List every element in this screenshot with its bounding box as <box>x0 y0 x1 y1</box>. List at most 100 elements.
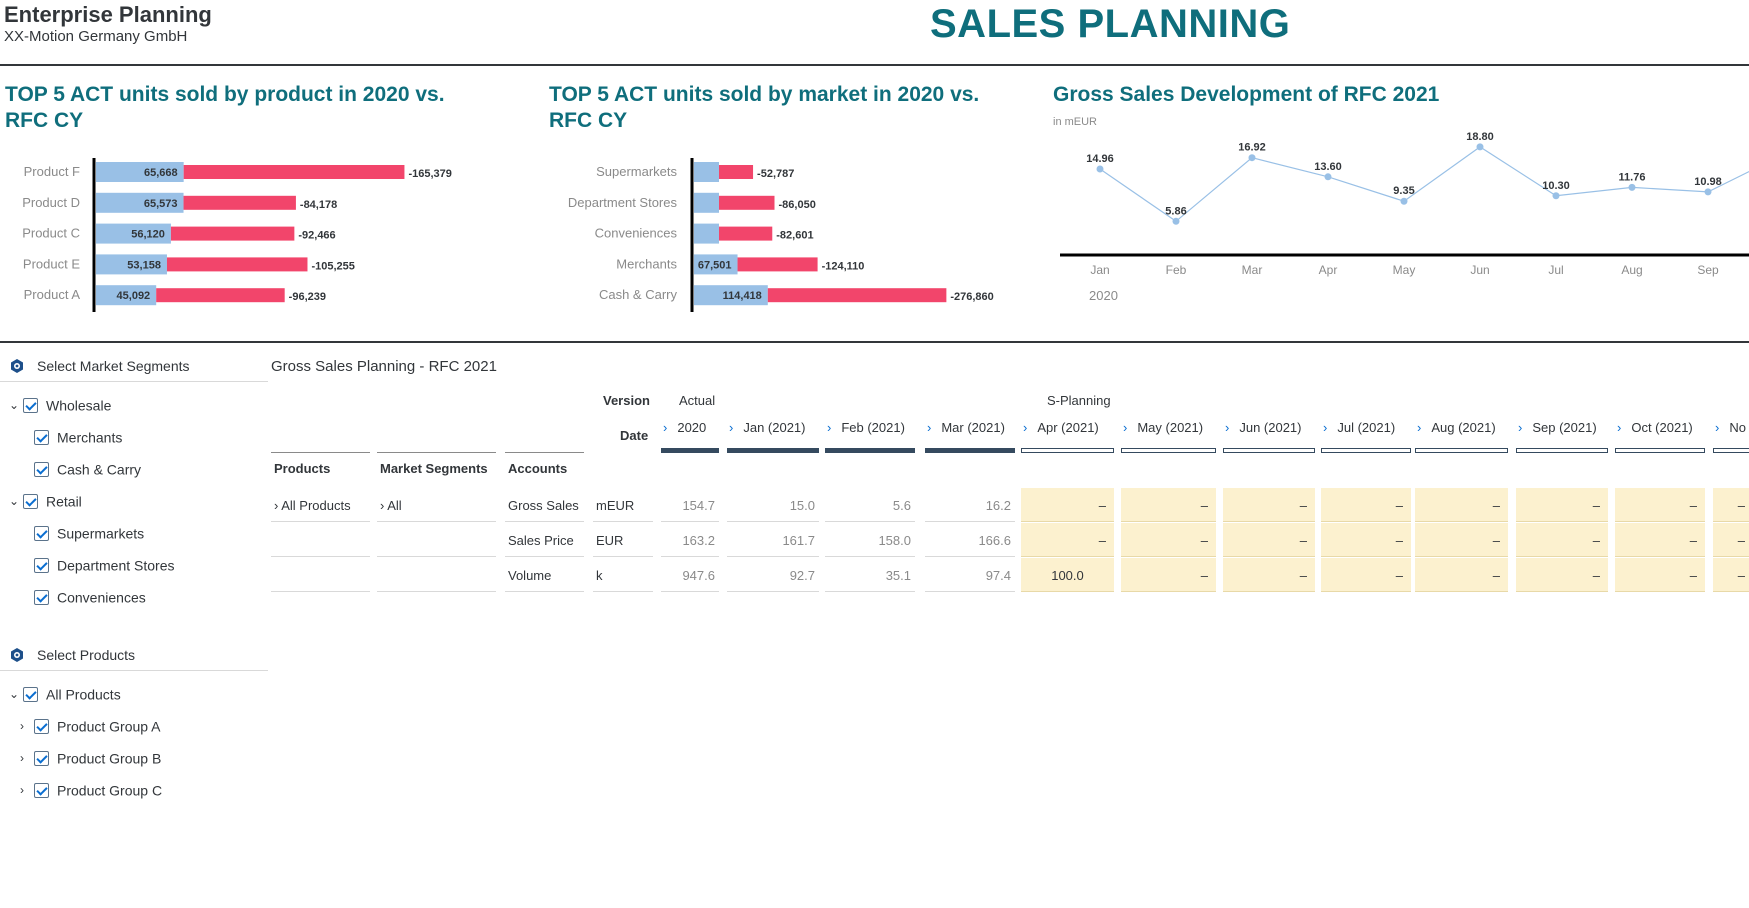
plan-input-cell[interactable]: 100.0 <box>1021 558 1114 592</box>
chevron-right-icon[interactable]: › <box>663 420 668 435</box>
tree-item[interactable]: Merchants <box>20 428 122 450</box>
plan-input-cell[interactable]: – <box>1713 488 1749 522</box>
dimension-header[interactable]: Market Segments <box>377 452 496 486</box>
checkbox[interactable] <box>34 782 49 798</box>
actual-value-cell: 163.2 <box>661 523 719 557</box>
date-column-header[interactable]: › Mar (2021) <box>927 420 1005 454</box>
tree-item[interactable]: › Product Group A <box>20 717 161 739</box>
plan-input-cell[interactable]: – <box>1516 523 1608 557</box>
plan-input-cell[interactable]: – <box>1021 488 1114 522</box>
checkbox[interactable] <box>34 525 49 541</box>
chevron-right-icon[interactable]: › <box>827 420 832 435</box>
date-column-header[interactable]: › No <box>1715 420 1746 454</box>
checkbox[interactable] <box>34 557 49 573</box>
date-column-header[interactable]: › 2020 <box>663 420 706 454</box>
tree-item[interactable]: › Product Group B <box>20 749 161 771</box>
checkbox[interactable] <box>34 429 49 445</box>
category-label: Product C <box>22 226 80 241</box>
tree-item[interactable]: Cash & Carry <box>20 460 141 482</box>
plan-input-cell[interactable]: – <box>1516 558 1608 592</box>
data-label: 16.92 <box>1238 142 1266 154</box>
plan-input-cell[interactable]: – <box>1415 558 1508 592</box>
delta-value-label: -124,110 <box>822 260 865 272</box>
tree-item[interactable]: ⌄ All Products <box>9 685 121 707</box>
tree-item[interactable]: Conveniences <box>20 588 146 610</box>
tree-item[interactable]: ⌄ Wholesale <box>9 396 111 418</box>
chevron-right-icon[interactable]: › <box>1617 420 1622 435</box>
actual-value-cell: 16.2 <box>925 488 1015 522</box>
plan-input-cell[interactable]: – <box>1615 558 1705 592</box>
column-header-bar <box>1223 448 1315 453</box>
date-column-header[interactable]: › May (2021) <box>1123 420 1203 454</box>
actual-bar <box>694 192 719 213</box>
plan-input-cell[interactable]: – <box>1615 488 1705 522</box>
chevron-right-icon[interactable]: › <box>20 719 24 734</box>
date-column-header[interactable]: › Jun (2021) <box>1225 420 1302 454</box>
delta-bar <box>183 195 296 210</box>
plan-input-cell[interactable]: – <box>1021 523 1114 557</box>
date-column-header[interactable]: › Aug (2021) <box>1417 420 1496 454</box>
checkbox[interactable] <box>23 686 38 702</box>
checkbox[interactable] <box>34 589 49 605</box>
chevron-right-icon[interactable]: › <box>1715 420 1720 435</box>
date-column-header[interactable]: › Oct (2021) <box>1617 420 1693 454</box>
plan-input-cell[interactable]: – <box>1223 558 1315 592</box>
plan-input-cell[interactable]: – <box>1516 488 1608 522</box>
plan-input-cell[interactable]: – <box>1121 523 1216 557</box>
tree-item[interactable]: Department Stores <box>20 556 175 578</box>
plan-input-cell[interactable]: – <box>1415 523 1508 557</box>
date-column-label: 2020 <box>677 420 707 435</box>
tree-item[interactable]: ⌄ Retail <box>9 492 82 514</box>
date-column-header[interactable]: › Jan (2021) <box>729 420 806 454</box>
plan-input-cell[interactable]: – <box>1615 523 1705 557</box>
plan-input-cell[interactable]: – <box>1121 488 1216 522</box>
chevron-right-icon[interactable]: › <box>1518 420 1523 435</box>
date-column-header[interactable]: › Sep (2021) <box>1518 420 1597 454</box>
chevron-right-icon[interactable]: › <box>1417 420 1422 435</box>
checkbox[interactable] <box>34 718 49 734</box>
chevron-down-icon[interactable]: ⌄ <box>9 687 20 702</box>
chevron-right-icon[interactable]: › <box>729 420 734 435</box>
plan-input-cell[interactable]: – <box>1713 523 1749 557</box>
data-point <box>1248 154 1256 162</box>
plan-input-cell[interactable]: – <box>1321 488 1411 522</box>
date-column-header[interactable]: › Apr (2021) <box>1023 420 1099 454</box>
checkbox[interactable] <box>34 461 49 477</box>
dimension-header[interactable]: Accounts <box>505 452 584 486</box>
column-header-bar <box>727 448 819 453</box>
plan-input-cell[interactable]: – <box>1321 523 1411 557</box>
data-point <box>1400 197 1408 205</box>
chevron-right-icon[interactable]: › <box>20 783 24 798</box>
products-member[interactable]: › All Products <box>271 488 370 522</box>
date-column-header[interactable]: › Jul (2021) <box>1323 420 1395 454</box>
chevron-right-icon[interactable]: › <box>1123 420 1128 435</box>
plan-input-cell[interactable]: – <box>1415 488 1508 522</box>
chevron-right-icon[interactable]: › <box>20 751 24 766</box>
empty-cell <box>271 523 370 557</box>
chevron-right-icon[interactable]: › <box>1225 420 1230 435</box>
dimension-header[interactable]: Products <box>271 452 370 486</box>
date-column-header[interactable]: › Feb (2021) <box>827 420 905 454</box>
checkbox[interactable] <box>23 397 38 413</box>
plan-input-cell[interactable]: – <box>1223 488 1315 522</box>
segments-member[interactable]: › All <box>377 488 496 522</box>
chevron-down-icon[interactable]: ⌄ <box>9 398 20 413</box>
checkbox[interactable] <box>34 750 49 766</box>
chevron-right-icon[interactable]: › <box>1323 420 1328 435</box>
chevron-right-icon[interactable]: › <box>1023 420 1028 435</box>
chevron-down-icon[interactable]: ⌄ <box>9 494 20 509</box>
plan-input-cell[interactable]: – <box>1223 523 1315 557</box>
delta-value-label: -276,860 <box>950 291 993 303</box>
chevron-right-icon[interactable]: › <box>927 420 932 435</box>
plan-input-cell[interactable]: – <box>1713 558 1749 592</box>
market-bar-chart: Supermarkets -52,787 Department Stores -86,… <box>568 158 994 312</box>
unit-label: mEUR <box>593 488 653 522</box>
tree-item[interactable]: › Product Group C <box>20 781 162 803</box>
plan-input-cell[interactable]: – <box>1321 558 1411 592</box>
actual-bar <box>96 285 157 306</box>
plan-input-cell[interactable]: – <box>1121 558 1216 592</box>
x-tick-label: Feb <box>1166 263 1187 277</box>
delta-bar <box>737 257 818 272</box>
checkbox[interactable] <box>23 493 38 509</box>
tree-item[interactable]: Supermarkets <box>20 524 144 546</box>
